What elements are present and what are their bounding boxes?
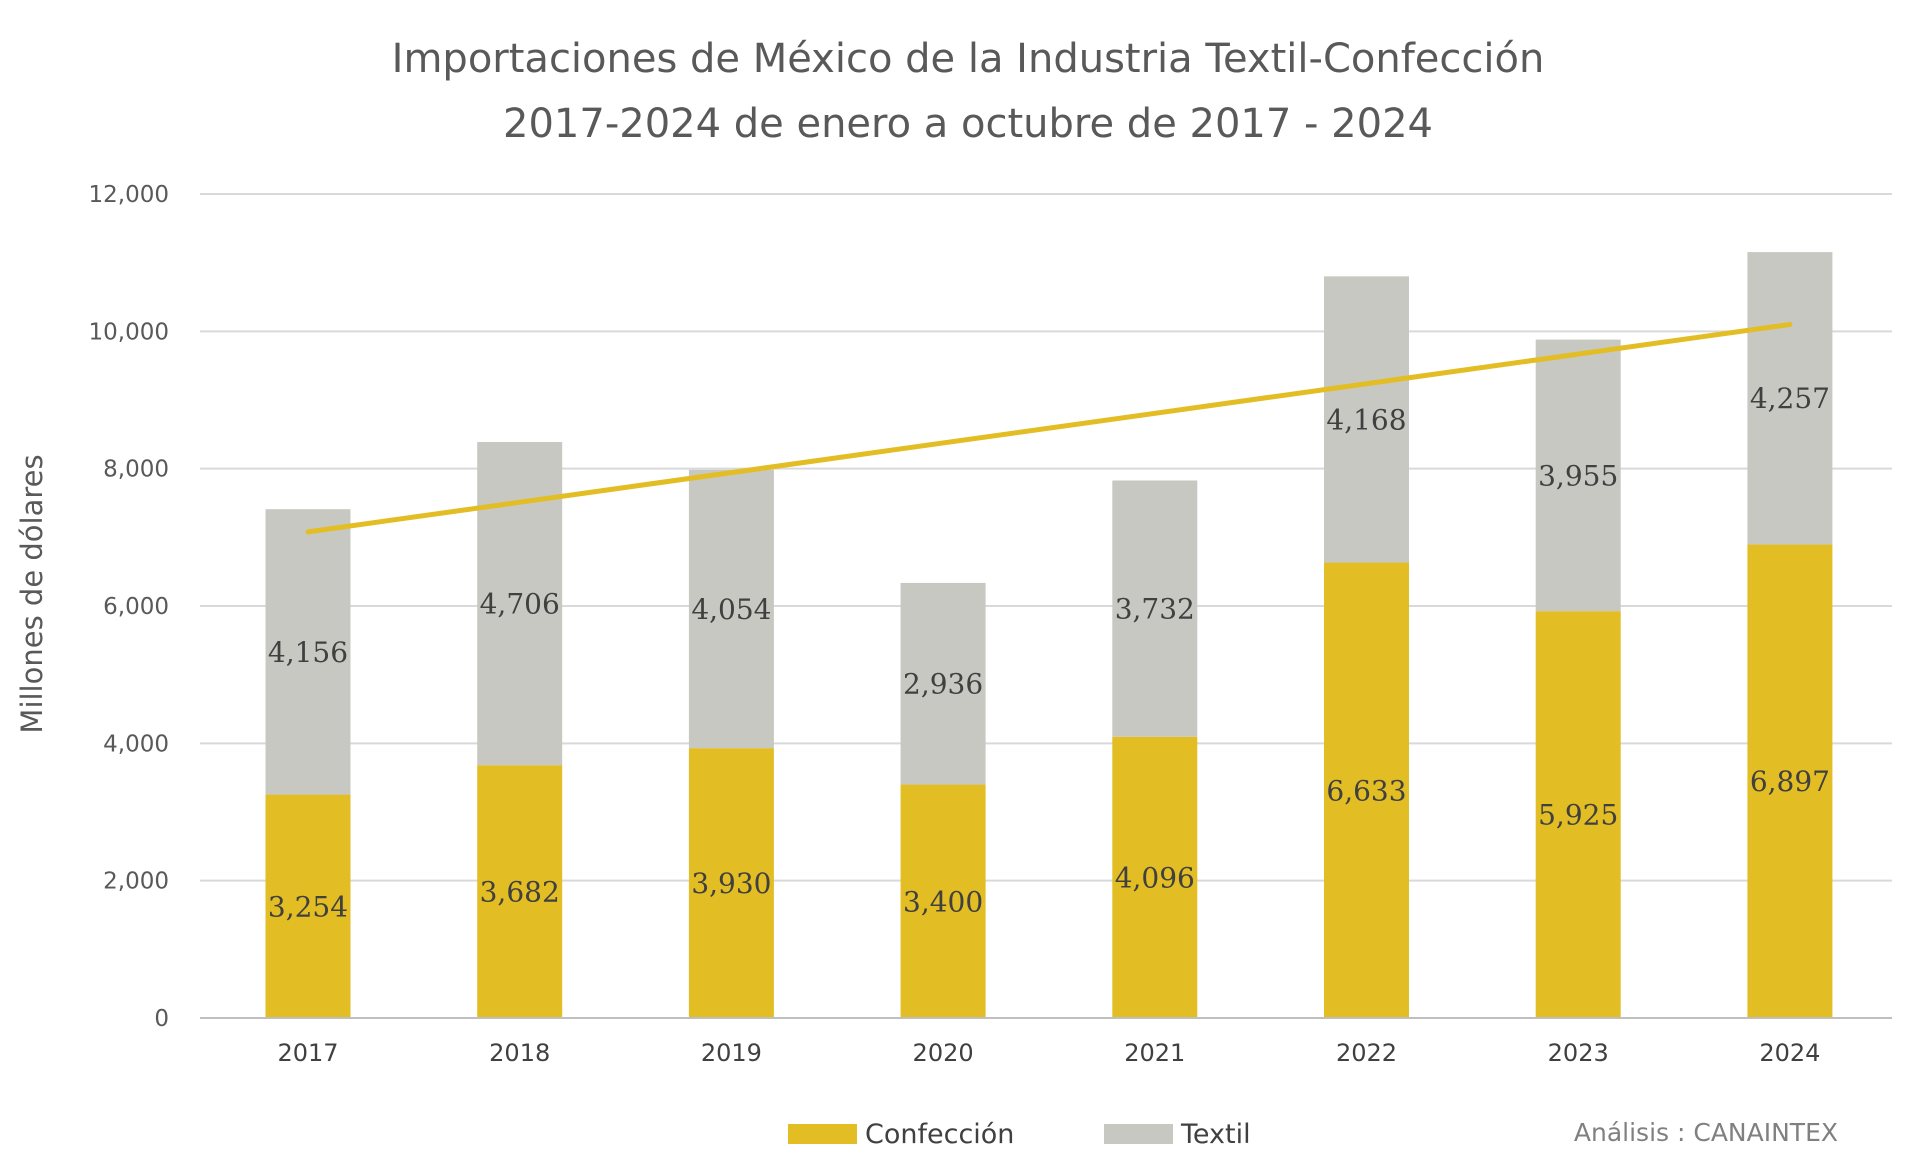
y-axis-ticks: 0 2,000 4,000 6,000 8,000 10,000 12,000 [89, 182, 169, 1032]
data-label-confeccion-2024: 6,897 [1750, 765, 1830, 798]
x-tick-label-2023: 2023 [1548, 1039, 1609, 1067]
data-label-confeccion-2023: 5,925 [1538, 799, 1618, 832]
x-axis-ticks: 2017 2018 2019 2020 2021 2022 2023 2024 [277, 1039, 1820, 1067]
bar-textil-2021 [1112, 480, 1198, 737]
data-label-textil-2018: 4,706 [480, 588, 560, 621]
data-label-confeccion-2022: 6,633 [1326, 774, 1406, 807]
bar-confeccion-2020 [900, 784, 986, 1018]
x-tick-label-2022: 2022 [1336, 1039, 1397, 1067]
data-labels: 3,254 4,156 3,682 4,706 3,930 4,054 3,400 2,936… [268, 382, 1830, 923]
x-tick-label-2021: 2021 [1124, 1039, 1185, 1067]
data-label-textil-2023: 3,955 [1538, 459, 1618, 492]
y-axis-label: Millones de dólares [15, 454, 49, 733]
legend-label-confeccion: Confección [865, 1119, 1014, 1150]
legend-swatch-confeccion [788, 1124, 857, 1144]
data-label-textil-2021: 3,732 [1115, 593, 1195, 626]
y-tick-label-10000: 10,000 [89, 319, 169, 345]
legend-label-textil: Textil [1180, 1119, 1251, 1150]
data-label-textil-2020: 2,936 [903, 668, 983, 701]
bar-confeccion-2024 [1747, 544, 1833, 1018]
bar-textil-2020 [900, 582, 986, 785]
trendline [305, 321, 1793, 535]
bar-confeccion-2021 [1112, 736, 1198, 1018]
x-tick-label-2019: 2019 [701, 1039, 762, 1067]
data-label-confeccion-2019: 3,930 [691, 867, 771, 900]
x-tick-label-2017: 2017 [277, 1039, 338, 1067]
bar-confeccion-2018 [477, 765, 563, 1018]
y-tick-label-8000: 8,000 [103, 457, 169, 483]
y-tick-label-12000: 12,000 [89, 182, 169, 208]
x-tick-label-2020: 2020 [913, 1039, 974, 1067]
y-tick-label-6000: 6,000 [103, 594, 169, 620]
chart-title: Importaciones de México de la Industria … [392, 36, 1545, 82]
y-tick-label-2000: 2,000 [103, 869, 169, 895]
bar-textil-2019 [688, 469, 774, 749]
legend: Confección Textil [788, 1119, 1251, 1150]
trendline-group [305, 321, 1793, 535]
legend-swatch-textil [1104, 1124, 1173, 1144]
data-label-confeccion-2017: 3,254 [268, 890, 348, 923]
bars [265, 252, 1833, 1018]
data-label-confeccion-2020: 3,400 [903, 885, 983, 918]
x-tick-label-2024: 2024 [1759, 1039, 1820, 1067]
y-tick-label-0: 0 [154, 1006, 169, 1032]
bar-confeccion-2022 [1324, 562, 1409, 1018]
data-label-confeccion-2018: 3,682 [480, 876, 560, 909]
y-tick-label-4000: 4,000 [103, 731, 169, 757]
source-note: Análisis : CANAINTEX [1574, 1118, 1838, 1147]
bar-textil-2023 [1535, 339, 1621, 612]
bar-confeccion-2019 [688, 748, 774, 1018]
bar-textil-2017 [265, 509, 351, 795]
bar-confeccion-2017 [265, 794, 351, 1018]
data-label-textil-2024: 4,257 [1750, 382, 1830, 415]
data-label-textil-2022: 4,168 [1326, 403, 1406, 436]
gridlines [200, 193, 1892, 882]
data-label-textil-2019: 4,054 [691, 593, 771, 626]
data-label-textil-2017: 4,156 [268, 636, 348, 669]
x-tick-label-2018: 2018 [489, 1039, 550, 1067]
bar-textil-2022 [1324, 276, 1409, 563]
bar-textil-2024 [1747, 252, 1833, 545]
chart-subtitle: 2017-2024 de enero a octubre de 2017 - 2… [503, 101, 1433, 147]
data-label-confeccion-2021: 4,096 [1115, 861, 1195, 894]
bar-confeccion-2023 [1535, 611, 1621, 1018]
